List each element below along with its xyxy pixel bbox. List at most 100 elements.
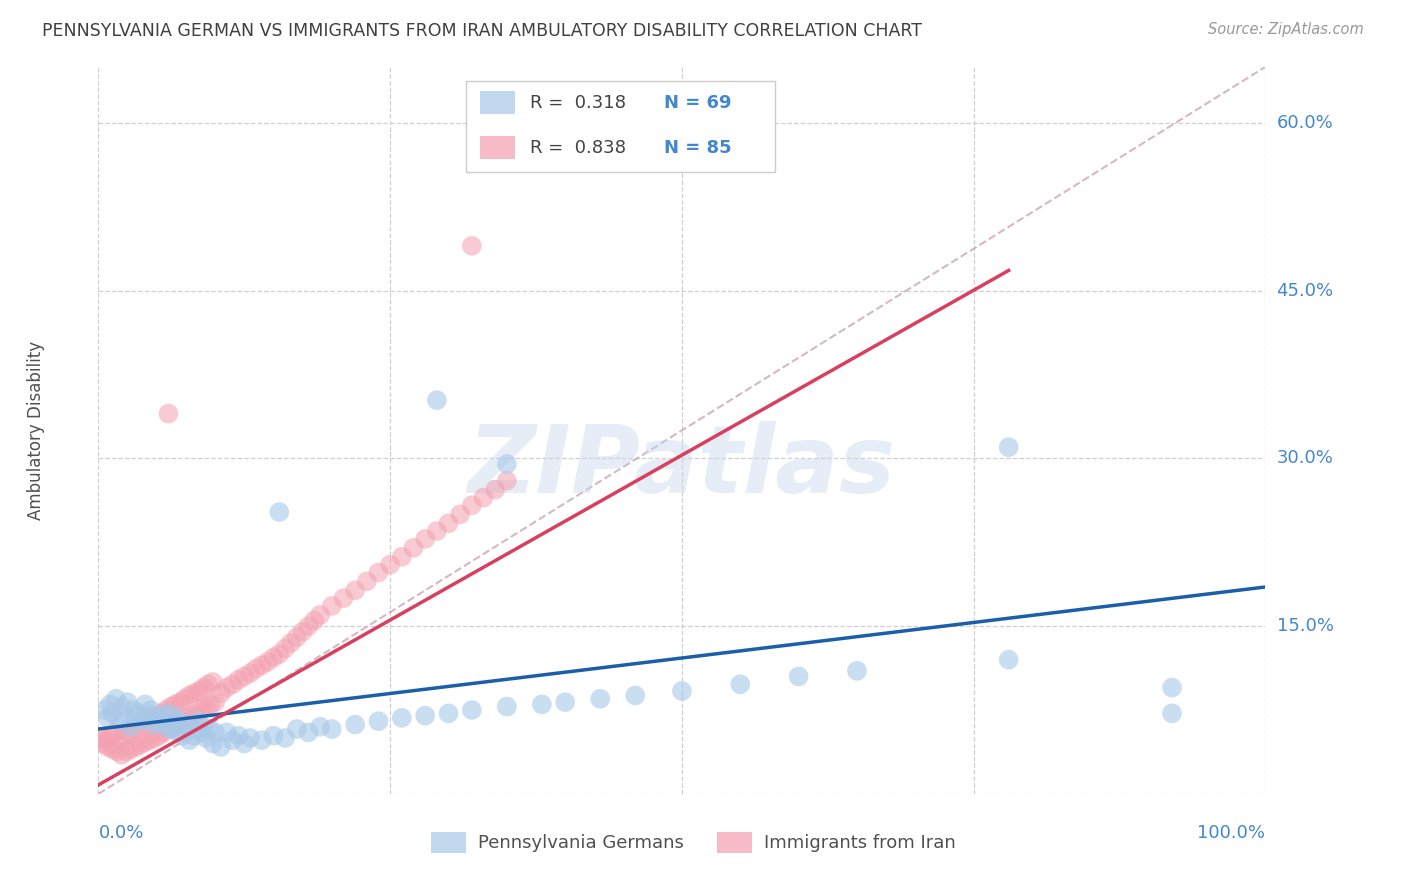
Point xyxy=(449,508,471,522)
Point xyxy=(105,744,128,758)
Point xyxy=(193,681,215,695)
Point xyxy=(155,703,177,717)
Point xyxy=(183,686,205,700)
Point xyxy=(155,720,177,734)
Bar xyxy=(479,91,515,114)
Point xyxy=(183,729,205,743)
Point xyxy=(174,720,197,734)
Point xyxy=(321,722,343,736)
Text: Immigrants from Iran: Immigrants from Iran xyxy=(763,834,955,852)
Point xyxy=(250,658,273,673)
Point xyxy=(148,714,170,728)
Point xyxy=(143,731,166,745)
Point xyxy=(169,695,191,709)
Point xyxy=(997,440,1019,454)
Point xyxy=(194,731,217,745)
Point xyxy=(426,393,449,408)
Point xyxy=(97,739,120,754)
Point xyxy=(166,725,188,739)
Point xyxy=(118,725,141,739)
Point xyxy=(112,708,135,723)
Point xyxy=(186,706,208,721)
Point xyxy=(157,407,180,421)
Point xyxy=(143,717,166,731)
Point xyxy=(190,725,212,739)
Point xyxy=(101,742,124,756)
Point xyxy=(90,731,112,745)
Point xyxy=(98,698,121,712)
Point xyxy=(139,733,162,747)
Point xyxy=(269,505,291,519)
Point xyxy=(162,720,184,734)
Point xyxy=(104,691,127,706)
Point xyxy=(391,549,413,564)
Point xyxy=(176,711,198,725)
Point xyxy=(194,699,217,714)
Point xyxy=(472,491,495,505)
Point xyxy=(262,650,284,665)
Point xyxy=(209,686,232,700)
Point xyxy=(136,708,159,723)
Point xyxy=(344,583,367,598)
Point xyxy=(204,725,226,739)
Point xyxy=(134,735,156,749)
Point xyxy=(163,711,186,725)
Point xyxy=(172,714,194,728)
Point xyxy=(221,733,243,747)
Point xyxy=(215,725,238,739)
Text: Ambulatory Disability: Ambulatory Disability xyxy=(27,341,45,520)
Point xyxy=(297,725,319,739)
Point xyxy=(132,714,155,728)
Point xyxy=(356,574,378,589)
Point xyxy=(239,666,262,681)
Point xyxy=(180,708,202,723)
Point xyxy=(484,483,506,497)
Point xyxy=(166,717,188,731)
Point xyxy=(97,711,120,725)
Point xyxy=(413,708,436,723)
Point xyxy=(117,695,139,709)
Point xyxy=(997,653,1019,667)
Text: 45.0%: 45.0% xyxy=(1277,282,1334,300)
Point xyxy=(165,698,187,712)
Point xyxy=(129,738,152,752)
Text: 15.0%: 15.0% xyxy=(1277,617,1333,635)
Point xyxy=(136,714,159,728)
Point xyxy=(127,720,149,734)
Point xyxy=(128,706,150,721)
Text: N = 69: N = 69 xyxy=(665,94,733,112)
Point xyxy=(200,698,222,712)
Point xyxy=(93,703,115,717)
Point xyxy=(530,698,553,712)
Text: PENNSYLVANIA GERMAN VS IMMIGRANTS FROM IRAN AMBULATORY DISABILITY CORRELATION CH: PENNSYLVANIA GERMAN VS IMMIGRANTS FROM I… xyxy=(42,22,922,40)
Text: Source: ZipAtlas.com: Source: ZipAtlas.com xyxy=(1208,22,1364,37)
Point xyxy=(111,747,134,762)
Point xyxy=(141,711,163,725)
Point xyxy=(108,714,131,728)
Point xyxy=(190,703,212,717)
Text: R =  0.838: R = 0.838 xyxy=(530,138,626,157)
Point xyxy=(172,729,194,743)
Text: 0.0%: 0.0% xyxy=(98,824,143,842)
Point xyxy=(115,744,138,758)
Point xyxy=(122,722,145,736)
Point xyxy=(461,703,484,717)
Text: 30.0%: 30.0% xyxy=(1277,450,1333,467)
Point xyxy=(239,731,262,745)
Point xyxy=(496,457,519,471)
Point xyxy=(285,630,308,644)
Text: R =  0.318: R = 0.318 xyxy=(530,94,626,112)
Point xyxy=(146,708,169,723)
Point xyxy=(169,714,191,728)
Point xyxy=(187,714,209,728)
Point xyxy=(98,729,121,743)
Text: N = 85: N = 85 xyxy=(665,138,733,157)
Point xyxy=(187,684,209,698)
Point xyxy=(146,711,169,725)
Point xyxy=(104,725,127,739)
Point xyxy=(179,689,201,703)
Point xyxy=(671,684,693,698)
Point xyxy=(624,689,647,703)
Point xyxy=(250,733,273,747)
Point xyxy=(204,695,226,709)
